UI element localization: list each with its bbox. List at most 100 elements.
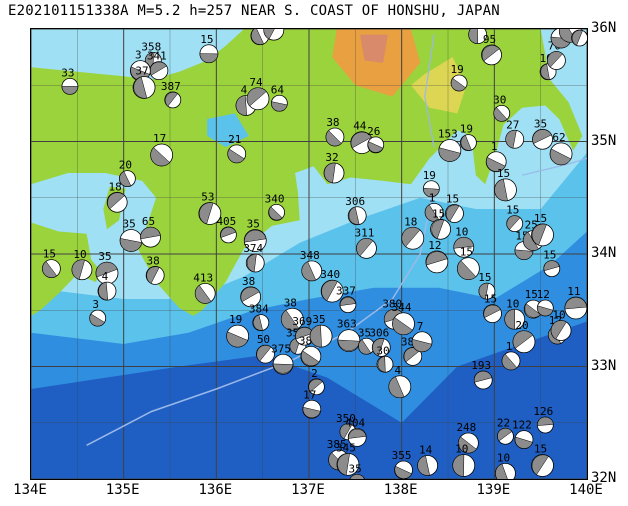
- depth-label: 1: [506, 340, 513, 353]
- depth-label: 369: [292, 315, 312, 328]
- focal-mechanism: 357: [263, 29, 285, 41]
- depth-label: 306: [369, 326, 389, 339]
- focal-mechanism: 35: [243, 218, 267, 252]
- focal-mechanism: 10: [71, 248, 93, 281]
- depth-label: 1: [429, 191, 436, 204]
- compressional-quadrant: [424, 204, 440, 222]
- depth-label: 64: [271, 83, 285, 96]
- lon-tick-label: 136E: [198, 482, 233, 498]
- focal-mechanism: 404: [345, 416, 367, 447]
- depth-label: 3: [135, 49, 142, 62]
- focal-mechanism: 20: [512, 319, 536, 354]
- map-frame: 33 15 10 35 3 4 18 35 20 38 65 17 358 341 3 37 387 15 413 5…: [30, 28, 588, 480]
- focal-mechanism: 387: [401, 335, 423, 366]
- compressional-quadrant: [457, 260, 477, 280]
- depth-label: 15: [534, 443, 547, 456]
- depth-label: 74: [249, 76, 263, 89]
- depth-label: 404: [345, 416, 365, 429]
- focal-mechanism: 12: [537, 288, 554, 317]
- depth-label: 380: [382, 297, 402, 310]
- depth-label: 15: [484, 293, 497, 306]
- focal-mechanism: 27: [505, 118, 525, 149]
- compressional-quadrant: [133, 76, 148, 99]
- compressional-quadrant: [550, 320, 567, 340]
- compressional-quadrant: [164, 91, 179, 107]
- compressional-quadrant: [478, 282, 489, 300]
- depth-label: 33: [61, 66, 74, 79]
- focal-mechanism: 153: [438, 128, 462, 162]
- compressional-quadrant: [537, 305, 554, 317]
- focal-mechanism: 348: [300, 249, 323, 282]
- focal-mechanism: 37: [132, 65, 156, 99]
- compressional-quadrant: [325, 130, 342, 147]
- compressional-quadrant: [323, 162, 336, 184]
- compressional-quadrant: [220, 227, 237, 238]
- focal-mechanism: 363: [337, 318, 361, 353]
- focal-mechanism: 35: [349, 462, 365, 479]
- depth-label: 35: [312, 313, 325, 326]
- focal-mechanism: 30: [376, 344, 394, 373]
- compressional-quadrant: [339, 423, 353, 440]
- depth-label: 38: [326, 116, 339, 129]
- depth-label: 95: [483, 33, 496, 46]
- compressional-quadrant: [61, 86, 79, 95]
- focal-mechanism: 306: [345, 195, 367, 226]
- compressional-quadrant: [107, 192, 125, 210]
- compressional-quadrant: [504, 308, 515, 330]
- compressional-quadrant: [251, 29, 265, 45]
- depth-label: 12: [428, 239, 441, 252]
- compressional-quadrant: [271, 101, 288, 112]
- compressional-quadrant: [146, 266, 160, 284]
- depth-label: 387: [161, 80, 181, 93]
- focal-mechanism: 384: [249, 303, 270, 332]
- depth-label: 3: [92, 298, 99, 311]
- depth-label: 413: [193, 271, 213, 284]
- depth-label: 17: [303, 388, 316, 401]
- depth-label: 153: [438, 128, 458, 141]
- compressional-quadrant: [549, 148, 572, 166]
- depth-label: 340: [320, 268, 340, 281]
- compressional-quadrant: [272, 363, 294, 374]
- lon-tick-label: 137E: [291, 482, 325, 498]
- focal-mechanism: 12: [425, 239, 449, 274]
- focal-mechanism: 62: [549, 131, 573, 166]
- compressional-quadrant: [263, 29, 275, 40]
- event-title: E202101151338A M=5.2 h=257 NEAR S. COAST…: [8, 3, 500, 19]
- depth-label: 38: [284, 296, 297, 309]
- depth-label: 4: [241, 84, 248, 97]
- compressional-quadrant: [301, 350, 320, 366]
- focal-mechanism: 344: [392, 301, 415, 336]
- lon-tick-label: 134E: [13, 482, 47, 498]
- compressional-quadrant: [226, 331, 249, 348]
- compressional-quadrant: [301, 261, 317, 282]
- focal-mechanism: 38: [145, 254, 165, 285]
- depth-label: 11: [567, 285, 580, 298]
- compressional-quadrant: [417, 455, 430, 476]
- depth-label: 1: [491, 140, 498, 153]
- grid-lines: [31, 29, 587, 479]
- compressional-quadrant: [468, 29, 479, 44]
- depth-label: 405: [216, 215, 236, 228]
- compressional-quadrant: [512, 330, 534, 349]
- lat-tick-label: 36N: [591, 20, 617, 36]
- depth-label: 35: [349, 462, 362, 475]
- focal-mechanism: 35: [309, 313, 333, 348]
- compressional-quadrant: [497, 428, 513, 442]
- focal-mechanism: 405: [216, 215, 237, 244]
- compressional-quadrant: [246, 87, 267, 107]
- compressional-quadrant: [431, 219, 445, 239]
- depth-label: 17: [153, 132, 166, 145]
- focal-mechanism: 53: [198, 191, 222, 225]
- compressional-quadrant: [392, 317, 413, 336]
- depth-label: 10: [455, 225, 468, 238]
- depth-label: 44: [353, 120, 367, 133]
- compressional-quadrant: [253, 314, 264, 331]
- focal-mechanism: 374: [243, 242, 265, 273]
- compressional-quadrant: [506, 215, 521, 230]
- focal-mechanism: 65: [140, 215, 161, 248]
- lon-tick-label: 138E: [383, 482, 418, 498]
- focal-mechanism: 50: [256, 333, 275, 364]
- focal-mechanism: 35: [532, 117, 553, 150]
- depth-label: 374: [243, 242, 263, 255]
- compressional-quadrant: [199, 53, 219, 63]
